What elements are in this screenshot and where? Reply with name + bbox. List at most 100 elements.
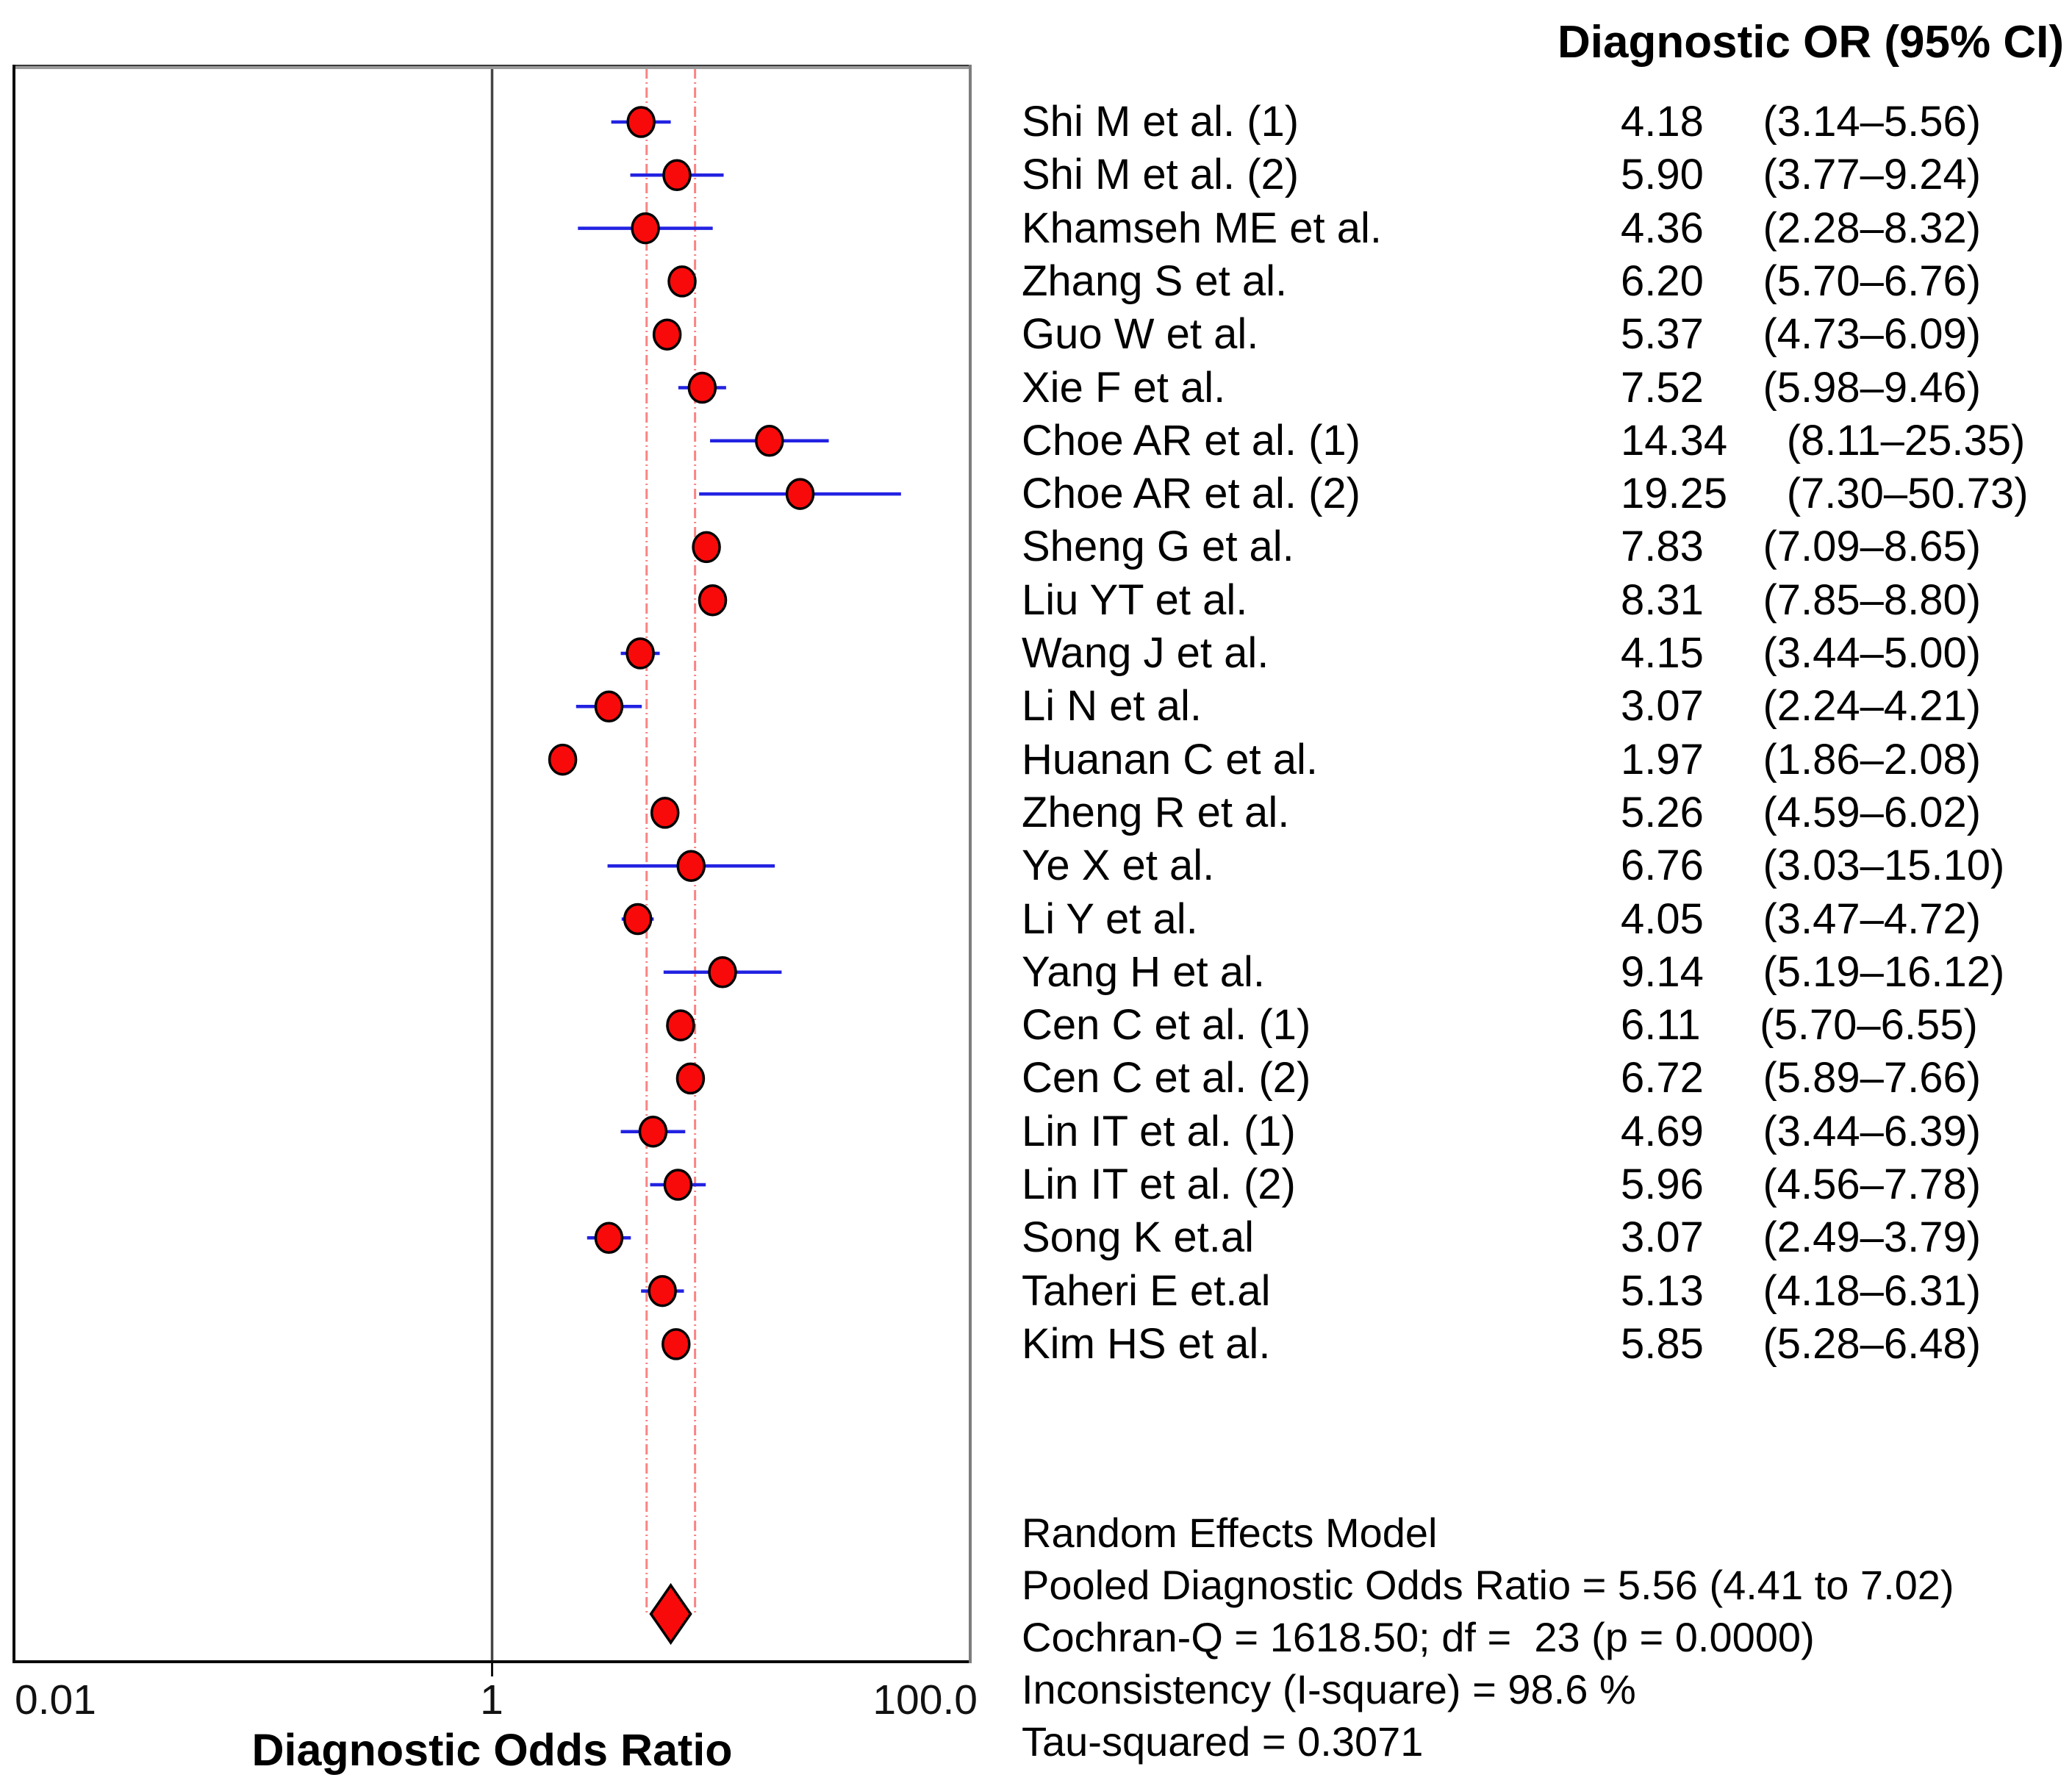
- study-label: Liu YT et al.: [1022, 575, 1248, 624]
- summary-line: Random Effects Model: [1022, 1510, 1438, 1556]
- or-marker: [667, 265, 697, 298]
- summary-line: Cochran-Q = 1618.50; df = 23 (p = 0.0000…: [1022, 1614, 1815, 1660]
- summary-line: Tau-squared = 0.3071: [1022, 1718, 1424, 1765]
- study-label: Zheng R et al.: [1022, 788, 1290, 836]
- study-label: Taheri E et.al: [1022, 1266, 1271, 1315]
- study-label: Guo W et al.: [1022, 310, 1259, 359]
- study-label: Lin IT et al. (2): [1022, 1160, 1296, 1208]
- study-or-ci-values: 6.11 (5.70–6.55): [1621, 1001, 1978, 1050]
- study-or-ci-values: 5.13 (4.18–6.31): [1621, 1266, 1982, 1315]
- study-row: Shi M et al. (2) 5.90 (3.77–9.24): [1022, 148, 2072, 201]
- study-label: Yang H et al.: [1022, 947, 1266, 996]
- forest-plot-area: [12, 65, 972, 1676]
- study-row: Yang H et al. 9.14 (5.19–16.12): [1022, 946, 2072, 999]
- study-or-ci-values: 7.52 (5.98–9.46): [1621, 363, 1982, 412]
- study-row: Zheng R et al. 5.26 (4.59–6.02): [1022, 786, 2072, 839]
- column-header-or-ci: Diagnostic OR (95% CI): [1557, 17, 2064, 68]
- or-marker: [594, 690, 624, 723]
- study-or-ci-values: 4.36 (2.28–8.32): [1621, 204, 1982, 252]
- x-tick-label-max: 100.0: [872, 1676, 978, 1723]
- study-or-ci-values: 3.07 (2.24–4.21): [1621, 682, 1982, 731]
- or-marker: [648, 1274, 677, 1307]
- study-label: Cen C et al. (2): [1022, 1054, 1311, 1102]
- or-marker: [755, 425, 784, 457]
- study-or-ci-values: 5.26 (4.59–6.02): [1621, 788, 1982, 836]
- or-marker: [663, 1169, 693, 1201]
- study-label: Huanan C et al.: [1022, 735, 1319, 783]
- study-row: Lin IT et al. (2) 5.96 (4.56–7.78): [1022, 1158, 2072, 1211]
- study-label: Li N et al.: [1022, 682, 1202, 731]
- pooled-diamond: [649, 1582, 692, 1646]
- or-marker: [650, 797, 680, 829]
- study-or-ci-values: 4.05 (3.47–4.72): [1621, 894, 1982, 943]
- study-label: Xie F et al.: [1022, 363, 1226, 412]
- study-row: Shi M et al. (1) 4.18 (3.14–5.56): [1022, 96, 2072, 148]
- study-label: Ye X et al.: [1022, 842, 1215, 890]
- study-row: Xie F et al. 7.52 (5.98–9.46): [1022, 362, 2072, 415]
- or-marker: [548, 743, 578, 776]
- study-or-ci-values: 4.69 (3.44–6.39): [1621, 1107, 1982, 1155]
- study-label: Lin IT et al. (1): [1022, 1107, 1296, 1155]
- study-row: Ye X et al. 6.76 (3.03–15.10): [1022, 839, 2072, 892]
- study-row: Kim HS et al. 5.85 (5.28–6.48): [1022, 1318, 2072, 1371]
- study-row: Liu YT et al. 8.31 (7.85–8.80): [1022, 574, 2072, 627]
- study-row: Song K et.al 3.07 (2.49–3.79): [1022, 1211, 2072, 1264]
- study-or-ci-values: 6.72 (5.89–7.66): [1621, 1054, 1982, 1102]
- study-or-ci-values: 4.18 (3.14–5.56): [1621, 98, 1982, 146]
- or-marker: [692, 531, 721, 564]
- study-or-ci-values: 19.25 (7.30–50.73): [1621, 470, 2029, 518]
- x-axis-title: Diagnostic Odds Ratio: [251, 1725, 733, 1775]
- study-or-ci-values: 1.97 (1.86–2.08): [1621, 735, 1982, 783]
- study-or-ci-values: 8.31 (7.85–8.80): [1621, 575, 1982, 624]
- study-label: Song K et.al: [1022, 1213, 1254, 1262]
- study-row: Cen C et al. (2) 6.72 (5.89–7.66): [1022, 1052, 2072, 1105]
- study-row: Cen C et al. (1) 6.11 (5.70–6.55): [1022, 999, 2072, 1052]
- summary-block: Random Effects Model Pooled Diagnostic Od…: [1022, 1507, 2072, 1768]
- study-row: Choe AR et al. (2) 19.25 (7.30–50.73): [1022, 467, 2072, 520]
- study-row: Lin IT et al. (1) 4.69 (3.44–6.39): [1022, 1105, 2072, 1158]
- study-rows: Shi M et al. (1) 4.18 (3.14–5.56) Shi M et…: [1022, 0, 2072, 1783]
- summary-line: Pooled Diagnostic Odds Ratio = 5.56 (4.4…: [1022, 1562, 1954, 1608]
- study-or-ci-values: 6.76 (3.03–15.10): [1621, 842, 2005, 890]
- or-marker: [687, 371, 717, 404]
- study-or-ci-values: 6.20 (5.70–6.76): [1621, 256, 1982, 305]
- or-marker: [675, 1062, 706, 1095]
- summary-line: Inconsistency (I-square) = 98.6 %: [1022, 1666, 1636, 1712]
- study-label: Sheng G et al.: [1022, 523, 1294, 571]
- study-or-ci-values: 9.14 (5.19–16.12): [1621, 947, 2005, 996]
- study-label: Wang J et al.: [1022, 629, 1269, 677]
- study-row: Choe AR et al. (1) 14.34 (8.11–25.35): [1022, 415, 2072, 467]
- or-marker: [625, 637, 655, 670]
- or-marker: [785, 478, 815, 510]
- study-or-ci-values: 7.83 (7.09–8.65): [1621, 523, 1982, 571]
- study-row: Wang J et al. 4.15 (3.44–5.00): [1022, 627, 2072, 680]
- study-label: Cen C et al. (1): [1022, 1001, 1311, 1050]
- study-or-ci-values: 5.85 (5.28–6.48): [1621, 1319, 1982, 1368]
- or-marker: [626, 106, 656, 138]
- study-or-ci-values: 3.07 (2.49–3.79): [1621, 1213, 1982, 1262]
- or-marker: [594, 1221, 624, 1255]
- or-marker: [631, 212, 660, 245]
- study-or-ci-values: 5.96 (4.56–7.78): [1621, 1160, 1982, 1208]
- study-label: Choe AR et al. (1): [1022, 416, 1361, 464]
- or-marker: [676, 850, 706, 882]
- study-or-ci-values: 14.34 (8.11–25.35): [1621, 416, 2026, 464]
- or-marker: [662, 159, 692, 192]
- study-label: Zhang S et al.: [1022, 256, 1288, 305]
- or-marker: [698, 584, 728, 617]
- x-tick-label-min: 0.01: [15, 1676, 96, 1723]
- or-marker: [662, 1328, 691, 1360]
- study-label: Shi M et al. (2): [1022, 151, 1300, 199]
- study-row: Taheri E et.al 5.13 (4.18–6.31): [1022, 1265, 2072, 1318]
- study-or-ci-values: 5.90 (3.77–9.24): [1621, 151, 1982, 199]
- study-or-ci-values: 4.15 (3.44–5.00): [1621, 629, 1982, 677]
- study-row: Guo W et al. 5.37 (4.73–6.09): [1022, 308, 2072, 361]
- study-row: Khamseh ME et al. 4.36 (2.28–8.32): [1022, 202, 2072, 255]
- or-marker: [666, 1009, 695, 1041]
- study-row: Li N et al. 3.07 (2.24–4.21): [1022, 680, 2072, 733]
- study-row: Li Y et al. 4.05 (3.47–4.72): [1022, 893, 2072, 946]
- or-marker: [708, 956, 737, 989]
- study-or-ci-values: 5.37 (4.73–6.09): [1621, 310, 1982, 359]
- or-marker: [638, 1115, 668, 1148]
